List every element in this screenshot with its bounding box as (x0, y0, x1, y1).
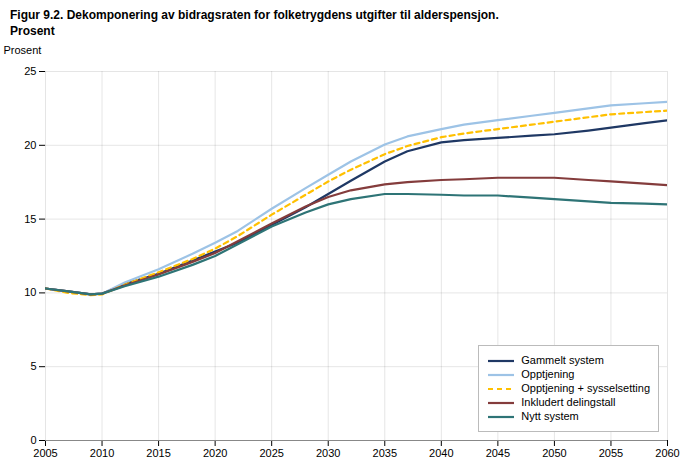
svg-text:2050: 2050 (542, 447, 566, 459)
svg-text:2015: 2015 (146, 447, 170, 459)
svg-text:2030: 2030 (316, 447, 340, 459)
svg-text:2035: 2035 (373, 447, 397, 459)
svg-text:2040: 2040 (429, 447, 453, 459)
svg-text:25: 25 (24, 65, 36, 77)
html-text:Inkludert delingstall: Inkludert delingstall (521, 396, 616, 409)
svg-text:Prosent: Prosent (4, 44, 42, 56)
svg-text:2020: 2020 (203, 447, 227, 459)
svg-text:2025: 2025 (259, 447, 283, 459)
html-text:Nytt system: Nytt system (521, 410, 579, 423)
svg-text:2005: 2005 (33, 447, 57, 459)
svg-text:2010: 2010 (90, 447, 114, 459)
html-text:Opptjening + sysselsetting: Opptjening + sysselsetting (521, 382, 650, 395)
svg-text:2045: 2045 (486, 447, 510, 459)
svg-text:10: 10 (24, 287, 36, 299)
svg-text:15: 15 (24, 213, 36, 225)
html-text:Gammelt system: Gammelt system (521, 354, 604, 367)
html-text:Prosent: Prosent (10, 23, 55, 38)
svg-text:2055: 2055 (599, 447, 623, 459)
svg-text:5: 5 (30, 360, 36, 372)
svg-text:0: 0 (30, 434, 36, 446)
html-text:Opptjening: Opptjening (521, 368, 575, 381)
html-text:Figur 9.2. Dekomponering av bi: Figur 9.2. Dekomponering av bidragsraten… (10, 8, 499, 22)
svg-text:20: 20 (24, 139, 36, 151)
svg-text:2060: 2060 (655, 447, 679, 459)
